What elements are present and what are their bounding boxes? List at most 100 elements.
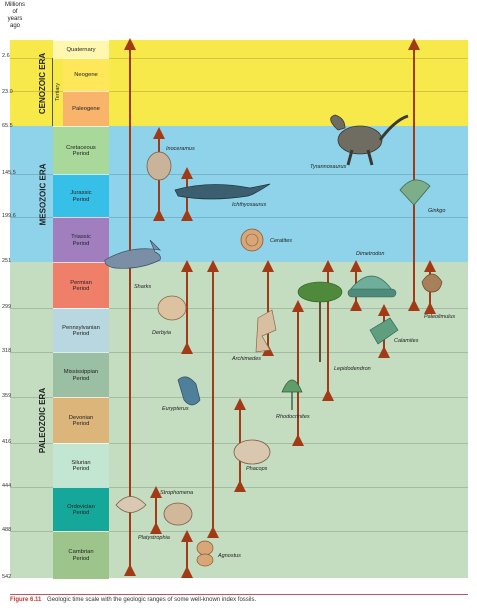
tick-label: 318 <box>2 348 12 354</box>
boundary-line <box>10 58 468 59</box>
fossil-label-derbyia: Derbyia <box>152 330 171 336</box>
derbyia-illustration <box>157 295 187 321</box>
period-label: Neogene <box>74 72 98 79</box>
tick-label: 145.5 <box>2 170 16 176</box>
shark-illustration <box>104 239 162 269</box>
lepidodendron-illustration <box>297 281 343 362</box>
ichthyosaurus-illustration <box>174 183 271 200</box>
fossil-label-tyrannosaurus: Tyrannosaurus <box>310 164 347 170</box>
tick-label: 23.0 <box>2 89 13 95</box>
tick-label: 251 <box>2 258 12 264</box>
fossil-label-inoceramus: Inoceramus <box>166 146 195 152</box>
period-label: Period <box>72 510 90 516</box>
period-cambrian: Cambrian Period <box>53 531 109 579</box>
period-label: Period <box>72 240 90 247</box>
period-label: Cretaceous <box>66 144 96 151</box>
period-neogene: Neogene <box>63 58 109 92</box>
period-label: Period <box>72 375 90 382</box>
boundary-line <box>10 174 468 175</box>
period-label: Triassic <box>71 234 91 240</box>
fossil-label-ichthyosaurus: Ichthyosaurus <box>232 202 267 208</box>
platystrophia-illustration <box>115 496 147 513</box>
period-mississippian: Mississippian Period <box>53 352 109 398</box>
fossil-label-calamites: Calamites <box>394 338 419 344</box>
agnostus-illustration <box>196 540 214 567</box>
fossil-label-agnostus: Agnostus <box>218 553 241 559</box>
period-label: Period <box>72 286 90 292</box>
period-label: Silurian <box>71 459 91 466</box>
y-axis-title: Millions of years ago <box>0 2 30 30</box>
ginkgo-illustration <box>399 179 431 206</box>
period-label: Permian <box>70 279 92 286</box>
tick-label: 488 <box>2 527 12 533</box>
period-label: Devonian <box>68 414 94 421</box>
fossil-label-ceratites: Ceratites <box>270 238 293 244</box>
period-label: Period <box>72 331 90 337</box>
tick-label: 299 <box>2 304 12 310</box>
archimedes-illustration <box>255 309 277 353</box>
y-axis-title-line: ago <box>9 23 20 29</box>
period-label: Period <box>72 421 90 427</box>
fossil-label-dimetrodon: Dimetrodon <box>356 251 385 257</box>
strophomena-illustration <box>163 502 193 526</box>
period-label: Paleogene <box>72 106 100 113</box>
fossil-label-platystrophia: Platystrophia <box>138 535 170 541</box>
tick-label: 444 <box>2 483 12 489</box>
period-cretaceous: Cretaceous Period <box>53 126 109 175</box>
boundary-line <box>10 531 468 532</box>
period-triassic: Triassic Period <box>53 217 109 263</box>
fossil-label-paleolimulus: Paleolimulus <box>424 314 456 320</box>
tyrannosaurus-illustration <box>330 114 409 166</box>
ceratites-illustration <box>240 228 264 252</box>
tick-label: 359 <box>2 393 12 399</box>
paleolimulus-illustration <box>421 273 443 293</box>
fossil-label-ginkgo: Ginkgo <box>428 208 446 214</box>
y-axis-title-line: Millions <box>4 2 25 8</box>
y-axis-title-line: of <box>12 9 18 15</box>
period-quaternary: Quaternary <box>53 40 109 59</box>
period-label: Jurassic <box>70 190 92 196</box>
boundary-line <box>10 91 468 92</box>
rhodocrinites-illustration <box>281 379 303 410</box>
period-label: Period <box>72 466 90 472</box>
period-pennsylvanian: Pennsylvanian Period <box>53 308 109 353</box>
tick-label: 65.5 <box>2 123 13 129</box>
fossil-label-archimedes: Archimedes <box>232 356 262 362</box>
tick-label: 542 <box>2 574 12 580</box>
period-label: Ordovician <box>67 503 95 510</box>
period-label: Mississippian <box>63 369 99 375</box>
period-label: Period <box>72 555 90 562</box>
period-silurian: Silurian Period <box>53 443 109 488</box>
fossil-label-rhodocrinites: Rhodocrinites <box>276 414 310 420</box>
period-permian: Permian Period <box>53 262 109 309</box>
boundary-line <box>10 217 468 218</box>
period-paleogene: Paleogene <box>63 91 109 127</box>
fossil-label-eurypterus: Eurypterus <box>162 406 189 412</box>
fossil-label-lepidodendron: Lepidodendron <box>334 366 371 372</box>
period-label: Cambrian <box>68 549 94 555</box>
figure-caption: Figure 6.11 Geologic time scale with the… <box>10 594 468 603</box>
boundary-line <box>10 308 468 309</box>
period-label: Pennsylvanian <box>62 324 100 331</box>
figure-number: Figure 6.11 <box>10 597 42 603</box>
calamites-illustration <box>369 317 399 345</box>
period-ordovician: Ordovician Period <box>53 487 109 532</box>
period-label: Period <box>72 151 90 157</box>
period-jurassic: Jurassic Period <box>53 174 109 218</box>
fossil-label-phacops: Phacops <box>246 466 268 472</box>
caption-text: Geologic time scale with the geologic ra… <box>47 597 257 603</box>
phacops-illustration <box>233 439 271 465</box>
fossil-label-sharks: Sharks <box>134 284 152 290</box>
y-axis-title-line: years <box>7 16 23 22</box>
period-label: Quaternary <box>66 46 96 53</box>
tick-label: 2.6 <box>2 53 10 59</box>
period-label: Period <box>72 196 90 203</box>
dimetrodon-illustration <box>347 275 397 298</box>
tick-label: 199.6 <box>2 213 16 219</box>
inoceramus-illustration <box>146 151 172 181</box>
tick-label: 416 <box>2 439 12 445</box>
boundary-line <box>10 352 468 353</box>
boundary-line <box>10 397 468 398</box>
fossil-label-strophomena: Strophomena <box>160 490 194 496</box>
